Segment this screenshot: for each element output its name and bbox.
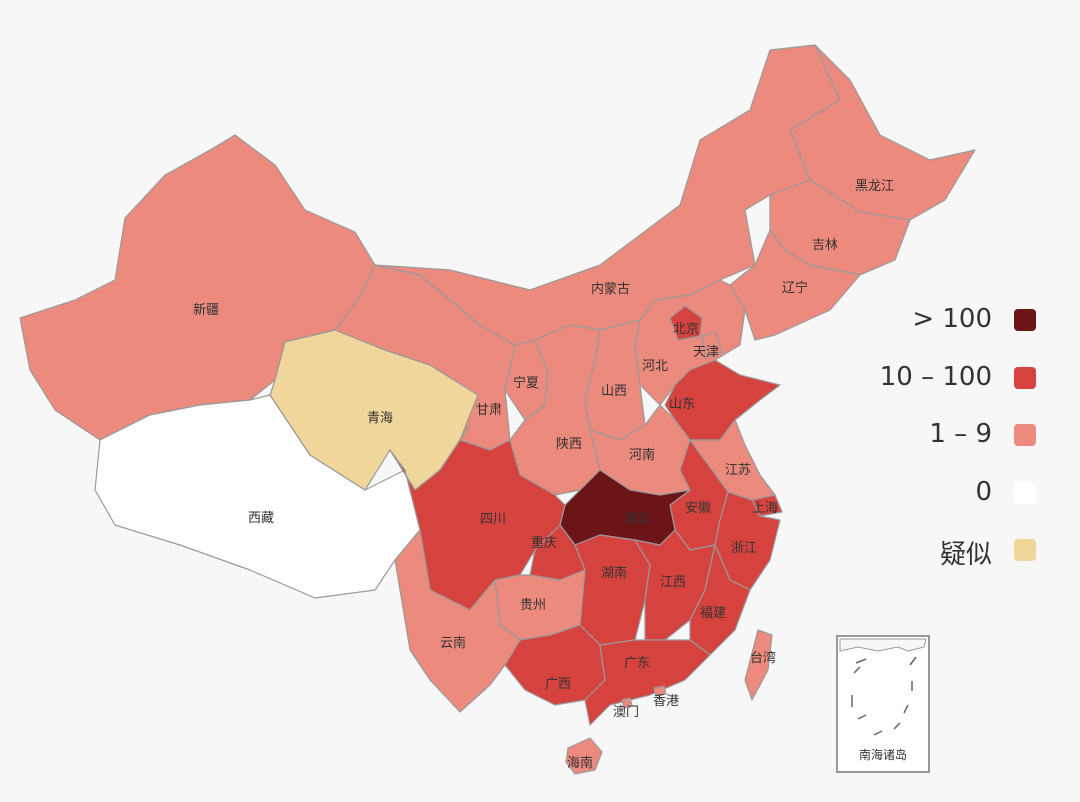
- label-jiangsu: 江苏: [725, 462, 751, 478]
- province-beijing[interactable]: [669, 305, 703, 341]
- label-taiwan: 台湾: [750, 650, 776, 666]
- label-heilongjiang: 黑龙江: [855, 179, 894, 194]
- label-chongqing: 重庆: [531, 535, 557, 551]
- label-qinghai: 青海: [367, 411, 393, 426]
- legend-label: 0: [975, 476, 992, 507]
- label-gansu: 甘肃: [476, 403, 502, 418]
- legend-item-10-100: 10 – 100: [860, 358, 1050, 416]
- label-jilin: 吉林: [812, 238, 838, 253]
- label-liaoning: 辽宁: [782, 280, 808, 296]
- label-zhejiang: 浙江: [731, 541, 757, 556]
- label-hunan: 湖南: [601, 565, 627, 581]
- legend-item-suspected: 疑似: [860, 530, 1050, 588]
- label-xizang: 西藏: [248, 511, 274, 526]
- label-jiangxi: 江西: [660, 575, 686, 590]
- province-labels: 新疆 西藏 青海 甘肃 内蒙古 黑龙江 吉林 辽宁 北京 天津 河北 山西 宁夏…: [193, 179, 894, 771]
- legend-swatch: [1014, 366, 1036, 389]
- label-shandong: 山东: [669, 397, 695, 412]
- province-xianggang[interactable]: [653, 685, 667, 697]
- inset-label: 南海诸岛: [858, 748, 907, 762]
- legend-swatch: [1014, 481, 1036, 504]
- province-shandong[interactable]: [664, 359, 781, 441]
- legend-label: 疑似: [939, 540, 992, 570]
- label-beijing: 北京: [673, 322, 699, 337]
- label-tianjin: 天津: [693, 345, 719, 360]
- south-china-sea-inset: 南海诸岛: [836, 635, 930, 773]
- label-neimenggu: 内蒙古: [591, 281, 630, 297]
- province-taiwan[interactable]: [744, 629, 773, 701]
- label-ningxia: 宁夏: [513, 375, 539, 391]
- label-anhui: 安徽: [685, 501, 711, 516]
- label-shanxi: 山西: [601, 384, 627, 399]
- province-hunan[interactable]: [574, 534, 651, 646]
- label-hubei: 湖北: [624, 512, 650, 527]
- legend: > 100 10 – 100 1 – 9 0 疑似: [860, 300, 1050, 588]
- legend-item-zero: 0: [860, 473, 1050, 531]
- legend-label: 10 – 100: [879, 361, 992, 392]
- legend-swatch: [1014, 309, 1036, 331]
- legend-label: 1 – 9: [929, 419, 992, 449]
- label-sichuan: 四川: [480, 512, 506, 527]
- province-tianjin[interactable]: [701, 331, 723, 359]
- label-yunnan: 云南: [440, 635, 466, 651]
- label-henan: 河南: [629, 447, 655, 463]
- south-china-sea-islands-icon: [839, 638, 927, 736]
- label-shanghai: 上海: [752, 501, 778, 516]
- province-guangdong[interactable]: [584, 639, 711, 726]
- legend-label: > 100: [912, 304, 992, 334]
- legend-item-1-9: 1 – 9: [860, 415, 1050, 473]
- label-xinjiang: 新疆: [193, 302, 219, 318]
- label-hebei: 河北: [642, 359, 668, 374]
- label-guangdong: 广东: [624, 656, 650, 671]
- province-fujian[interactable]: [689, 544, 751, 656]
- label-shaanxi: 陕西: [556, 437, 582, 452]
- label-xianggang: 香港: [653, 694, 679, 709]
- province-heilongjiang[interactable]: [789, 44, 976, 221]
- label-fujian: 福建: [700, 606, 726, 621]
- label-guangxi: 广西: [545, 677, 571, 692]
- province-hainan[interactable]: [565, 737, 603, 775]
- legend-swatch: [1014, 424, 1036, 446]
- label-guizhou: 贵州: [520, 598, 546, 613]
- legend-swatch: [1014, 539, 1036, 561]
- province-aomen[interactable]: [621, 697, 633, 709]
- label-hainan: 海南: [567, 755, 593, 771]
- legend-item-over-100: > 100: [860, 300, 1050, 358]
- label-aomen: 澳门: [613, 704, 639, 720]
